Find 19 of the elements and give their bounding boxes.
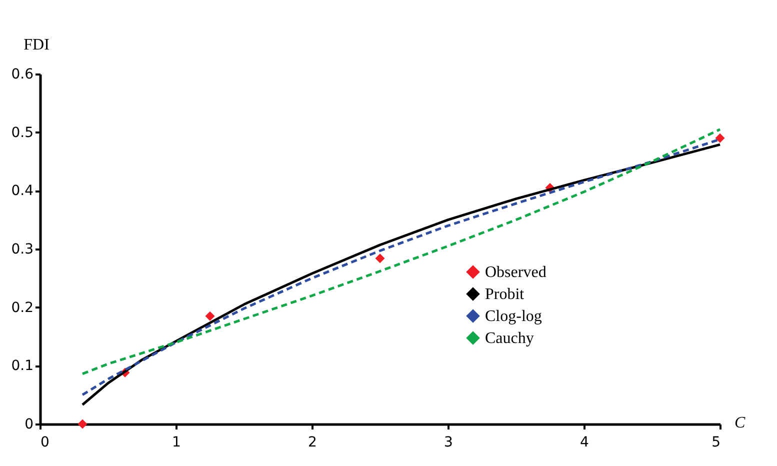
- x-tick-label: 5: [712, 434, 720, 450]
- y-axis-title: FDI: [24, 36, 50, 54]
- y-tick-label: 0.4: [11, 183, 34, 200]
- legend-label: Observed: [485, 264, 546, 281]
- legend-label: Cauchy: [485, 330, 534, 347]
- x-axis-title: C: [734, 414, 746, 432]
- y-tick-label: 0.6: [11, 66, 34, 82]
- x-tick-label: 3: [444, 434, 453, 450]
- y-tick-label: 0.2: [11, 300, 34, 316]
- y-tick-label: 0: [24, 416, 34, 432]
- x-tick-label: 1: [172, 434, 181, 450]
- x-tick-label: 0: [40, 434, 50, 450]
- x-tick-label: 2: [308, 434, 317, 450]
- y-tick-label: 0.5: [11, 124, 34, 141]
- legend-label: Probit: [485, 286, 525, 303]
- x-tick-label: 4: [580, 434, 590, 450]
- y-tick-label: 0.3: [11, 242, 34, 258]
- y-tick-label: 0.1: [11, 358, 34, 374]
- legend-label: Clog-log: [485, 308, 542, 325]
